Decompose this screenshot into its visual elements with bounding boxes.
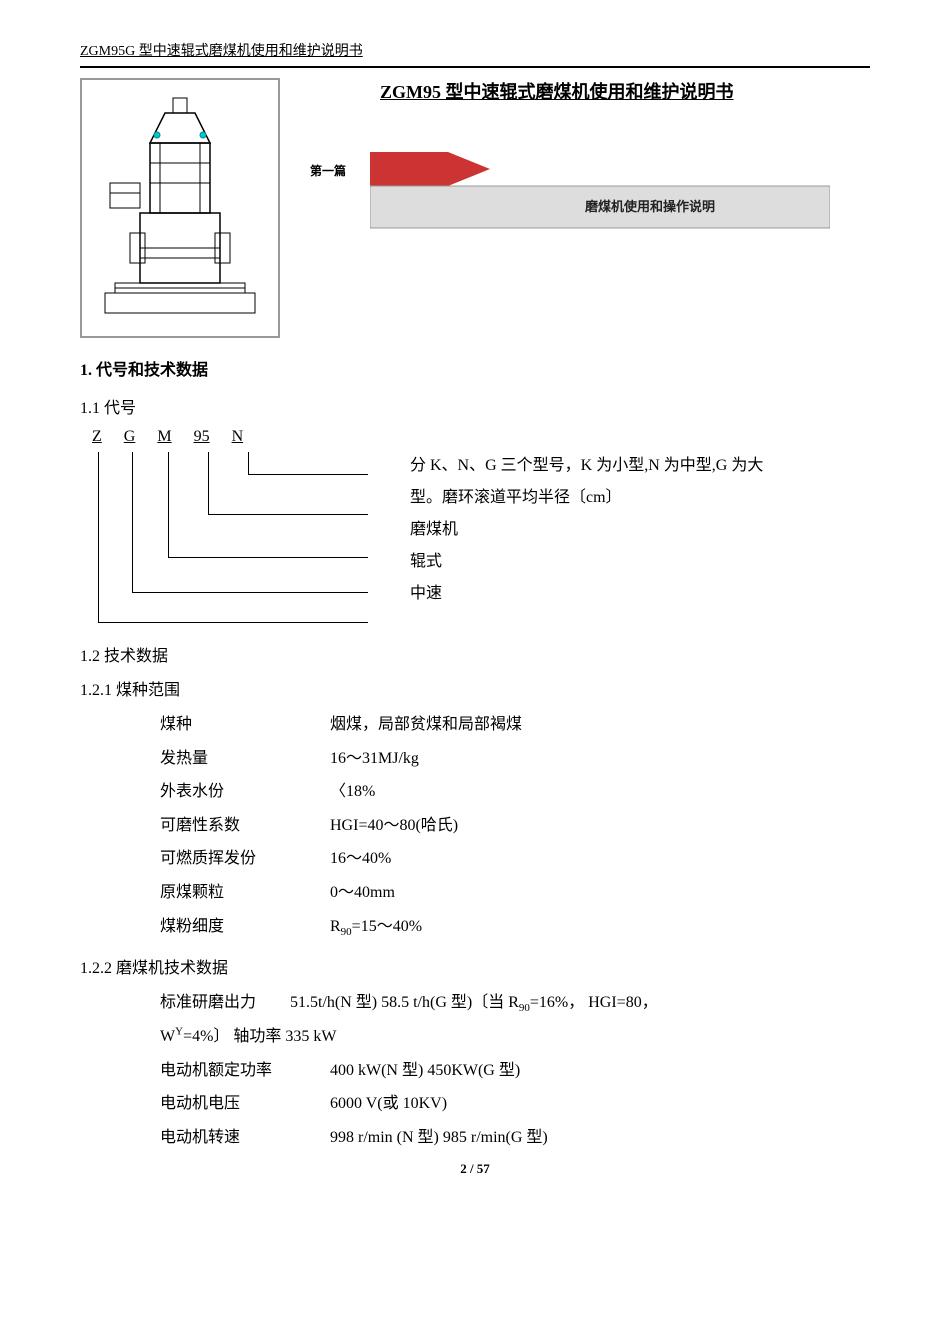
spec-value: 6000 V(或 10KV) [330,1087,870,1121]
spec-row: 发热量 16～31MJ/kg [160,742,870,776]
top-section: ZGM95 型中速辊式磨煤机使用和维护说明书 第一篇 磨煤机使用和操作说明 [80,78,870,338]
code-explanation: 分 K、N、G 三个型号，K 为小型,N 为中型,G 为大 [410,450,763,482]
spec-value: 烟煤，局部贫煤和局部褐煤 [330,708,870,742]
mill-spec-table: 标准研磨出力 51.5t/h(N 型) 58.5 t/h(G 型)〔当 R90=… [160,986,870,1155]
header-rule [80,66,870,68]
page-number: 2 / 57 [80,1161,870,1177]
spec-row: 电动机额定功率 400 kW(N 型) 450KW(G 型) [160,1054,870,1088]
spec-row: 煤种 烟煤，局部贫煤和局部褐煤 [160,708,870,742]
code-letter: 95 [194,428,210,446]
spec-value: R90=15～40% [330,910,870,944]
spec-value: 16～31MJ/kg [330,742,870,776]
spec-label: 可磨性系数 [160,809,330,843]
section-1-2-heading: 1.2 技术数据 [80,642,870,666]
tech-section: 1.2 技术数据 1.2.1 煤种范围 煤种 烟煤，局部贫煤和局部褐煤 发热量 … [80,642,870,1155]
spec-row: 可磨性系数 HGI=40～80(哈氏) [160,809,870,843]
spec-row: 煤粉细度 R90=15～40% [160,910,870,944]
spec-value: 998 r/min (N 型) 985 r/min(G 型) [330,1121,870,1155]
spec-value: HGI=40～80(哈氏) [330,809,870,843]
spec-value: 400 kW(N 型) 450KW(G 型) [330,1054,870,1088]
spec-label: 发热量 [160,742,330,776]
spec-label: 电动机转速 [160,1121,330,1155]
spec-value: 〈18% [330,775,870,809]
code-tree: Z G M 95 N [80,428,370,628]
title-area: ZGM95 型中速辊式磨煤机使用和维护说明书 第一篇 磨煤机使用和操作说明 [290,78,870,338]
coal-spec-table: 煤种 烟煤，局部贫煤和局部褐煤 发热量 16～31MJ/kg 外表水份 〈18%… [160,708,870,944]
spec-value: WY=4%〕 轴功率 335 kW [160,1020,870,1054]
spec-label: 可燃质挥发份 [160,842,330,876]
banner-text: 磨煤机使用和操作说明 [585,199,715,214]
spec-label: 电动机额定功率 [160,1054,330,1088]
spec-row: 原煤颗粒 0～40mm [160,876,870,910]
spec-value: 16～40% [330,842,870,876]
section-1-2-1-heading: 1.2.1 煤种范围 [80,676,870,700]
code-explanation: 中速 [410,578,763,610]
section-1-heading: 1. 代号和技术数据 [80,356,870,380]
spec-row: 标准研磨出力 51.5t/h(N 型) 58.5 t/h(G 型)〔当 R90=… [160,986,870,1020]
code-explanation: 型。磨环滚道平均半径〔cm〕 [410,482,763,514]
code-explanation: 辊式 [410,546,763,578]
code-letter: G [124,428,136,446]
code-explanations: 分 K、N、G 三个型号，K 为小型,N 为中型,G 为大 型。磨环滚道平均半径… [410,428,763,610]
spec-label: 外表水份 [160,775,330,809]
spec-label: 电动机电压 [160,1087,330,1121]
code-letter: N [232,428,244,446]
spec-value: 0～40mm [330,876,870,910]
section-1-2-2-heading: 1.2.2 磨煤机技术数据 [80,954,870,978]
spec-row: 外表水份 〈18% [160,775,870,809]
spec-label: 标准研磨出力 [160,986,290,1020]
chapter-label: 第一篇 [310,162,346,179]
spec-row: 可燃质挥发份 16～40% [160,842,870,876]
section-1-1-heading: 1.1 代号 [80,394,870,418]
spec-row: 电动机电压 6000 V(或 10KV) [160,1087,870,1121]
mill-schematic-icon [95,93,265,323]
chapter-banner-icon: 磨煤机使用和操作说明 [370,148,830,232]
spec-label: 煤种 [160,708,330,742]
code-breakdown: Z G M 95 N 分 K、N、G 三个型号，K 为小型,N 为中型,G 为大… [80,428,870,628]
spec-row: 电动机转速 998 r/min (N 型) 985 r/min(G 型) [160,1121,870,1155]
running-header: ZGM95G 型中速辊式磨煤机使用和维护说明书 [80,40,870,62]
code-letter: Z [92,428,102,446]
document-title: ZGM95 型中速辊式磨煤机使用和维护说明书 [380,78,734,104]
spec-label: 煤粉细度 [160,910,330,944]
spec-row: WY=4%〕 轴功率 335 kW [160,1020,870,1054]
mill-diagram [80,78,280,338]
spec-label: 原煤颗粒 [160,876,330,910]
code-explanation: 磨煤机 [410,514,763,546]
code-letters: Z G M 95 N [92,428,243,446]
spec-value: 51.5t/h(N 型) 58.5 t/h(G 型)〔当 R90=16%， HG… [290,986,870,1020]
code-letter: M [157,428,171,446]
